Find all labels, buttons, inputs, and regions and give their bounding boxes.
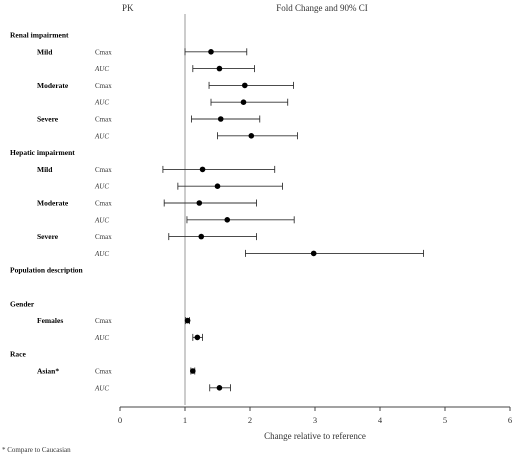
estimate-point	[224, 217, 231, 223]
metric-label: Cmax	[95, 317, 112, 325]
rows-layer: Renal impairment Mild Cmax AUC Moderate Cmax A…	[10, 14, 424, 405]
group-label: Race	[10, 350, 26, 359]
x-tick-label: 2	[248, 415, 252, 425]
group-label: Renal impairment	[10, 31, 69, 40]
group-label: Gender	[10, 299, 35, 308]
x-axis: 0 1 2 3 4 5 6	[118, 406, 512, 425]
estimate-point	[190, 368, 196, 374]
metric-label: AUC	[94, 65, 109, 73]
subgroup-label: Severe	[37, 232, 59, 241]
estimate-point	[217, 116, 224, 122]
subgroup-label: Moderate	[37, 81, 69, 90]
metric-label: Cmax	[95, 233, 112, 241]
footnote: * Compare to Caucasian	[2, 446, 71, 454]
metric-label: AUC	[94, 132, 109, 140]
estimate-point	[310, 250, 317, 257]
x-axis-label: Change relative to reference	[264, 431, 366, 441]
x-tick-label: 6	[508, 415, 512, 425]
group-label: Hepatic impairment	[10, 148, 75, 157]
estimate-point	[199, 166, 206, 173]
metric-label: AUC	[94, 250, 109, 258]
metric-label: Cmax	[95, 166, 112, 174]
x-tick-label: 5	[443, 415, 447, 425]
metric-label: AUC	[94, 99, 109, 107]
estimate-point	[216, 385, 223, 391]
metric-label: Cmax	[95, 368, 112, 376]
x-tick-label: 1	[183, 415, 187, 425]
subgroup-label: Severe	[37, 115, 59, 124]
x-tick-label: 0	[118, 415, 122, 425]
x-tick-label: 3	[313, 415, 317, 425]
estimate-point	[196, 200, 203, 206]
group-label: Population description	[10, 266, 84, 275]
estimate-point	[194, 334, 201, 341]
subgroup-label: Asian*	[37, 367, 59, 376]
metric-label: Cmax	[95, 82, 112, 90]
subgroup-label: Females	[37, 316, 63, 325]
estimate-point	[184, 317, 191, 324]
metric-label: Cmax	[95, 48, 112, 56]
x-tick-label: 4	[378, 415, 383, 425]
metric-label: Cmax	[95, 200, 112, 208]
metric-label: AUC	[94, 183, 109, 191]
estimate-point	[214, 183, 221, 189]
estimate-point	[216, 65, 223, 72]
estimate-point	[248, 133, 255, 139]
estimate-point	[208, 49, 214, 55]
subgroup-label: Mild	[37, 47, 53, 56]
metric-label: AUC	[94, 216, 109, 224]
header-fold-change: Fold Change and 90% CI	[276, 3, 368, 13]
header-pk: PK	[122, 3, 134, 13]
estimate-point	[198, 233, 205, 240]
subgroup-label: Mild	[37, 165, 53, 174]
subgroup-label: Moderate	[37, 199, 69, 208]
estimate-point	[240, 99, 247, 105]
metric-label: Cmax	[95, 116, 112, 124]
metric-label: AUC	[94, 334, 109, 342]
metric-label: AUC	[94, 384, 109, 392]
estimate-point	[242, 82, 248, 89]
